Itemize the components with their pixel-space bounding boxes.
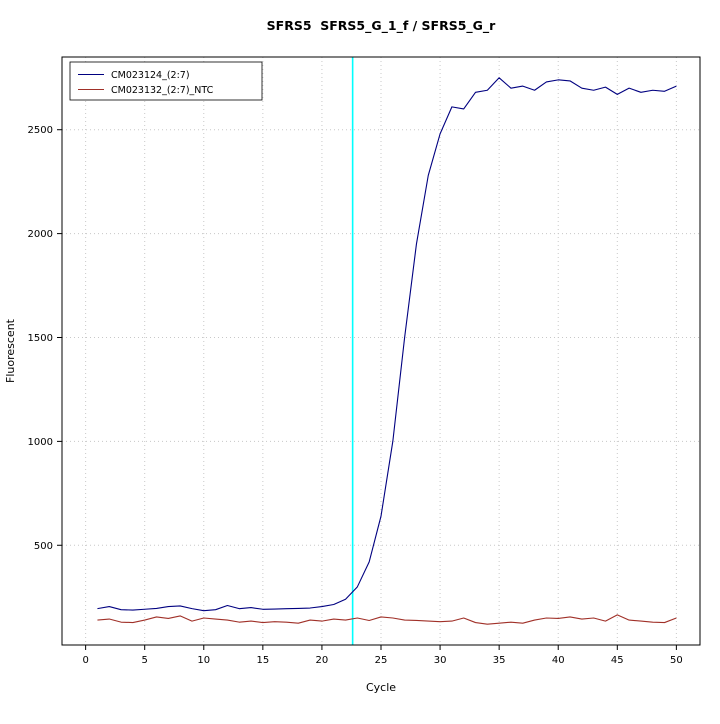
x-tick-label: 20 — [316, 655, 329, 666]
gridlines — [62, 57, 700, 645]
legend-box — [69, 61, 263, 101]
x-tick-label: 15 — [256, 655, 269, 666]
y-tick-label: 500 — [34, 541, 53, 552]
legend: CM023124_(2:7) CM023132_(2:7)_NTC — [69, 61, 263, 101]
x-tick-label: 45 — [611, 655, 624, 666]
y-tick-label: 1000 — [28, 437, 53, 448]
x-axis-label: Cycle — [366, 681, 396, 694]
y-tick-label: 2500 — [28, 125, 53, 136]
x-tick-label: 0 — [82, 655, 88, 666]
series-line-2 — [97, 614, 677, 625]
x-tick-label: 5 — [142, 655, 148, 666]
x-tick-label: 35 — [493, 655, 506, 666]
x-tick-label: 50 — [670, 655, 683, 666]
y-axis-ticks: 500 1000 1500 2000 2500 — [28, 125, 62, 552]
x-tick-label: 40 — [552, 655, 565, 666]
x-tick-label: 25 — [375, 655, 388, 666]
series-lines — [97, 77, 677, 625]
x-tick-label: 30 — [434, 655, 447, 666]
y-tick-label: 2000 — [28, 229, 53, 240]
y-tick-label: 1500 — [28, 333, 53, 344]
x-axis-ticks: 0 5 10 15 20 25 30 35 40 45 50 — [82, 645, 683, 666]
legend-label-series1: CM023124_(2:7) — [111, 70, 190, 81]
series-line-1 — [97, 77, 677, 612]
x-tick-label: 10 — [197, 655, 210, 666]
y-axis-label: Fluorescent — [4, 318, 17, 383]
legend-label-series2: CM023132_(2:7)_NTC — [111, 85, 214, 96]
chart-title: SFRS5 SFRS5_G_1_f / SFRS5_G_r — [267, 18, 496, 34]
